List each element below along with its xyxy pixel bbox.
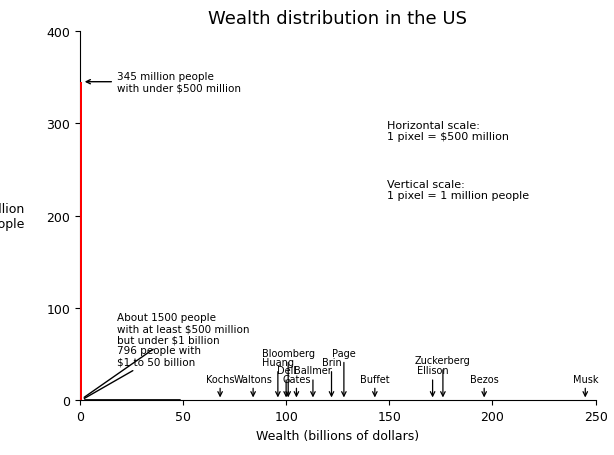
Text: Dell: Dell (276, 365, 296, 375)
Text: Brin: Brin (322, 357, 341, 367)
X-axis label: Wealth (billions of dollars): Wealth (billions of dollars) (256, 429, 419, 442)
Text: Musk: Musk (572, 374, 598, 384)
Text: Vertical scale:
1 pixel = 1 million people: Vertical scale: 1 pixel = 1 million peop… (387, 179, 529, 201)
Text: Ballmer: Ballmer (294, 365, 332, 375)
Text: About 1500 people
with at least $500 million
but under $1 billion: About 1500 people with at least $500 mil… (84, 312, 249, 397)
Text: 796 people with
$1 to 50 billion: 796 people with $1 to 50 billion (84, 345, 201, 399)
Bar (80, 82, 82, 400)
Text: Horizontal scale:
1 pixel = $500 million: Horizontal scale: 1 pixel = $500 million (387, 120, 508, 142)
Text: Huang: Huang (262, 357, 294, 367)
Text: Gates: Gates (282, 374, 311, 384)
Text: Page: Page (332, 348, 356, 358)
Text: Ellison: Ellison (417, 365, 448, 375)
Text: Waltons: Waltons (234, 374, 273, 384)
Text: Zuckerberg: Zuckerberg (415, 355, 471, 365)
Text: Bezos: Bezos (470, 374, 499, 384)
Text: 345 million people
with under $500 million: 345 million people with under $500 milli… (86, 72, 241, 93)
Text: Bloomberg: Bloomberg (262, 348, 315, 358)
Y-axis label: Million
people: Million people (0, 202, 26, 230)
Text: Kochs: Kochs (206, 374, 235, 384)
Title: Wealth distribution in the US: Wealth distribution in the US (208, 10, 467, 27)
Text: Buffet: Buffet (360, 374, 390, 384)
